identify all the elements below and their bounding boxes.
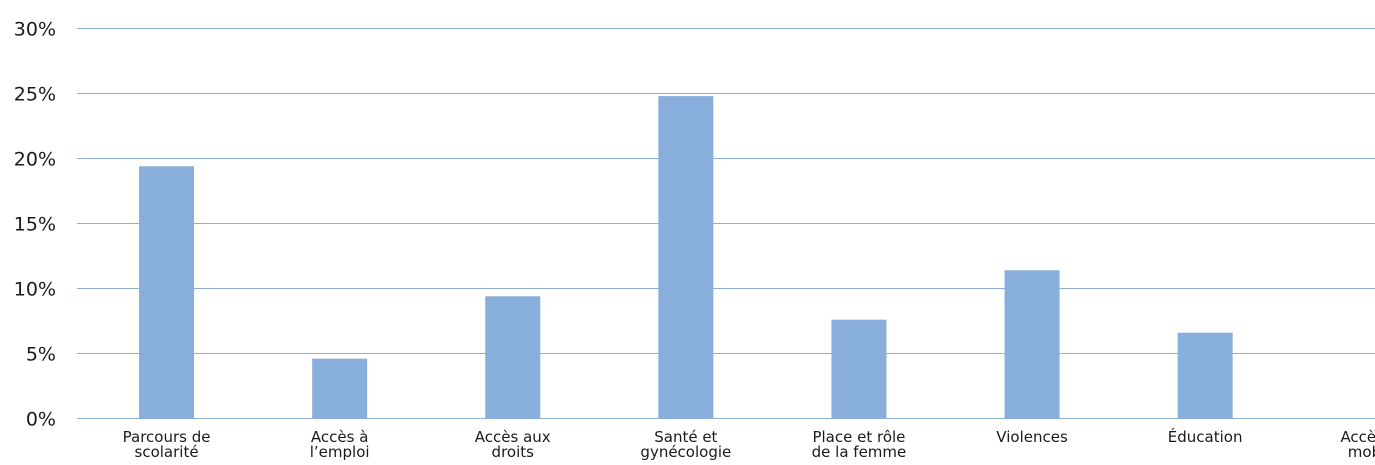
x-category-label: Éducation [1168,427,1243,446]
bar [1177,332,1233,419]
x-category-label: Accès aux droits [475,428,551,461]
x-category-label: Place et rôle de la femme [812,428,907,461]
y-tick-label: 10% [14,279,56,301]
bar [139,166,195,419]
x-category-label: Accès à lamobilité [1340,428,1375,461]
y-tick-label: 25% [14,84,56,106]
gridlines [77,28,1375,419]
bar [312,358,368,419]
x-category-label: Santé et gynécologie [640,428,731,461]
x-category-label: Violences [996,428,1068,446]
y-tick-label: 5% [26,344,56,366]
y-tick-label: 20% [14,149,56,171]
y-tick-label: 0% [26,409,56,431]
x-category-label: Parcours de scolarité [123,428,211,461]
x-axis-category-labels: Parcours de scolarité Accès à l’emploi Accès… [123,427,1375,461]
bar [658,96,714,419]
y-tick-label: 30% [14,19,56,41]
y-tick-label: 15% [14,214,56,236]
bar [485,296,541,419]
bars [139,96,1233,419]
bar [1004,270,1060,419]
y-axis-tick-labels: 0% 5% 10% 15% 20% 25% 30% [14,19,56,431]
bar [831,319,887,419]
x-category-label: Accès à l’emploi [310,428,370,461]
